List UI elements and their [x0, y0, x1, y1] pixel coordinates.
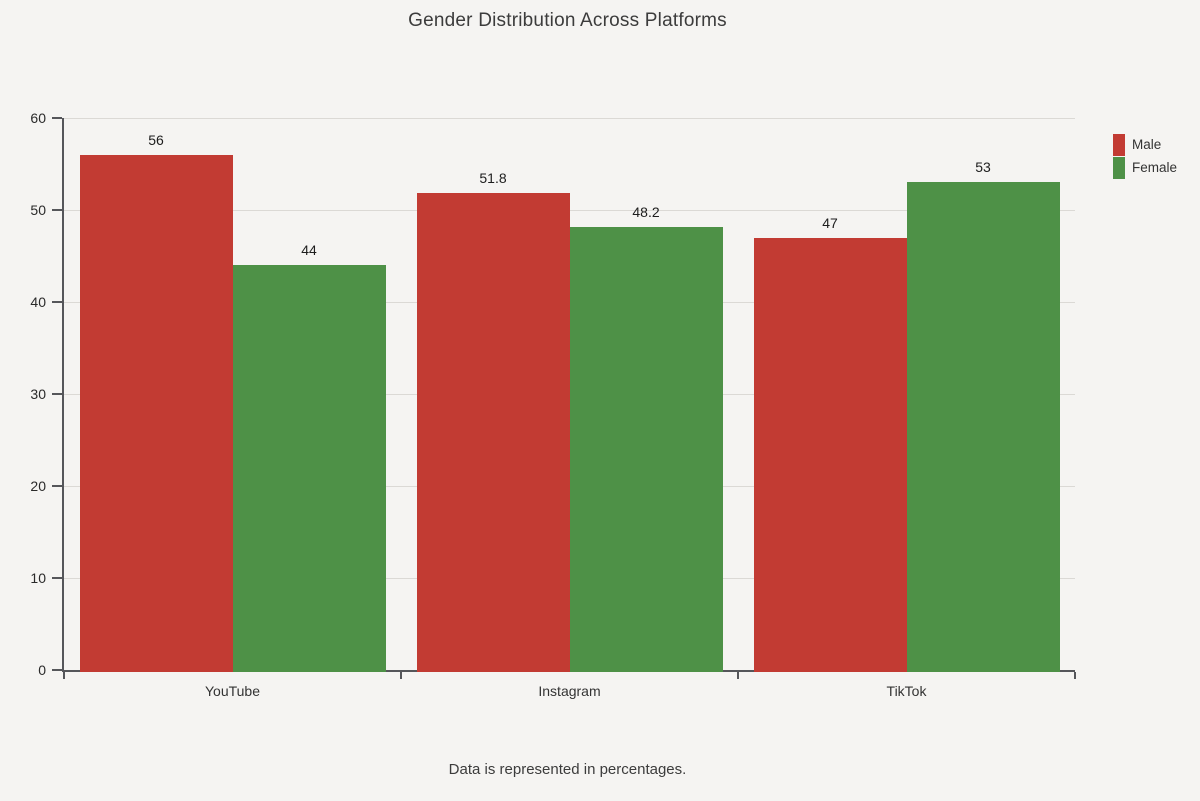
bar-value-female-tiktok: 53: [975, 159, 991, 176]
y-tick-label: 40: [30, 294, 46, 310]
bar-female-youtube: [232, 265, 386, 672]
y-tick-40: [52, 301, 62, 303]
y-tick-label: 20: [30, 478, 46, 494]
female-swatch: [1113, 156, 1125, 179]
legend: Male Female: [1113, 133, 1177, 179]
bar-female-instagram: [569, 226, 723, 672]
y-tick-label: 60: [30, 110, 46, 126]
y-tick-label: 30: [30, 386, 46, 402]
x-axis-label-instagram: Instagram: [538, 683, 601, 699]
x-tick-0: [63, 672, 65, 679]
x-tick-1: [400, 672, 402, 679]
y-tick-20: [52, 485, 62, 487]
y-tick-label: 10: [30, 570, 46, 586]
plot-area: 0 10 20 30 40 50 60 56 44 YouTube 51.8 48.2 Instagra…: [30, 110, 1076, 699]
y-tick-label: 50: [30, 202, 46, 218]
legend-label-male: Male: [1132, 137, 1162, 152]
bar-male-instagram: [416, 193, 570, 672]
x-axis-label-tiktok: TikTok: [886, 683, 927, 699]
y-tick-30: [52, 393, 62, 395]
bar-male-youtube: [79, 154, 233, 672]
y-tick-0: [52, 669, 62, 671]
gridline-y-60: [64, 117, 1075, 119]
bar-value-male-instagram: 51.8: [479, 170, 507, 187]
y-tick-10: [52, 577, 62, 579]
chart-title: Gender Distribution Across Platforms: [408, 10, 727, 31]
legend-label-female: Female: [1132, 160, 1178, 175]
bar-value-male-youtube: 56: [148, 131, 164, 148]
bar-value-female-youtube: 44: [301, 242, 317, 259]
y-tick-label: 0: [38, 662, 46, 678]
y-tick-60: [52, 117, 62, 119]
gridline-y-50: [64, 209, 1075, 211]
x-tick-3: [1074, 672, 1076, 679]
male-swatch: [1113, 133, 1125, 156]
chart-caption: Data is represented in percentages.: [448, 761, 687, 778]
legend-item-female: Female: [1113, 156, 1177, 179]
bar-value-male-tiktok: 47: [822, 214, 838, 231]
x-tick-2: [737, 672, 739, 679]
x-axis-label-youtube: YouTube: [204, 683, 261, 699]
bar-male-tiktok: [753, 237, 907, 672]
bar-value-female-instagram: 48.2: [632, 203, 660, 220]
y-tick-50: [52, 209, 62, 211]
legend-item-male: Male: [1113, 133, 1177, 156]
bar-female-tiktok: [906, 182, 1060, 672]
